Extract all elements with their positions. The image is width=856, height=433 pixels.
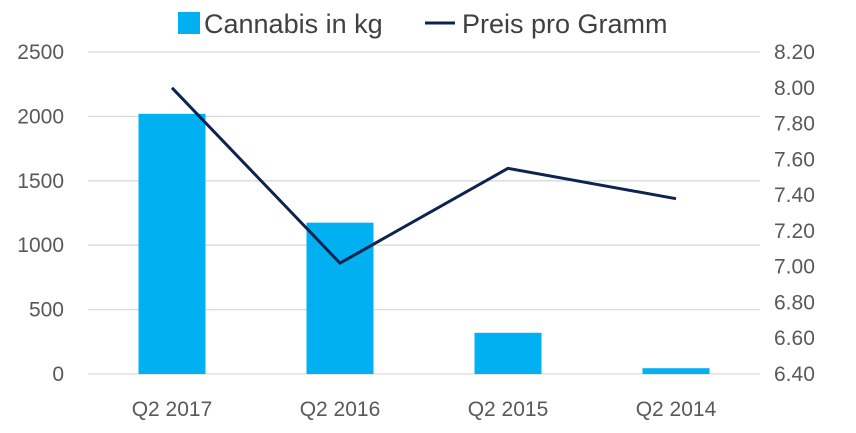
category-label: Q2 2017 (132, 398, 213, 421)
bar (474, 332, 542, 374)
right-tick-label: 7.00 (774, 256, 815, 279)
left-tick-label: 1000 (17, 234, 64, 257)
bar (138, 113, 206, 374)
legend-label-bar: Cannabis in kg (204, 9, 383, 39)
price-line (170, 86, 677, 265)
right-tick-label: 7.80 (774, 113, 815, 136)
line-series-preis (170, 86, 677, 265)
left-tick-label: 1500 (17, 170, 64, 193)
right-tick-label: 6.60 (774, 327, 815, 350)
category-label: Q2 2016 (300, 398, 381, 421)
left-axis-ticks: 0 500 1000 1500 2000 2500 (17, 41, 64, 386)
left-tick-label: 0 (52, 363, 64, 386)
right-tick-label: 8.00 (774, 77, 815, 100)
bar (642, 368, 710, 374)
right-tick-label: 6.40 (774, 363, 815, 386)
legend-swatch-bar (178, 12, 200, 34)
bar-series-cannabis (138, 113, 710, 374)
right-tick-label: 7.60 (774, 148, 815, 171)
legend: Cannabis in kg Preis pro Gramm (178, 9, 668, 39)
right-tick-label: 8.20 (774, 41, 815, 64)
left-tick-label: 500 (29, 299, 64, 322)
legend-label-line: Preis pro Gramm (462, 9, 668, 39)
right-tick-label: 7.40 (774, 184, 815, 207)
left-tick-label: 2000 (17, 105, 64, 128)
right-axis-ticks: 6.40 6.60 6.80 7.00 7.20 7.40 7.60 7.80 8.00 8.20 (774, 41, 815, 386)
bar (306, 222, 374, 374)
right-tick-label: 6.80 (774, 291, 815, 314)
category-label: Q2 2014 (636, 398, 717, 421)
left-tick-label: 2500 (17, 41, 64, 64)
category-label: Q2 2015 (468, 398, 549, 421)
category-axis-ticks: Q2 2017 Q2 2016 Q2 2015 Q2 2014 (132, 398, 717, 421)
right-tick-label: 7.20 (774, 220, 815, 243)
